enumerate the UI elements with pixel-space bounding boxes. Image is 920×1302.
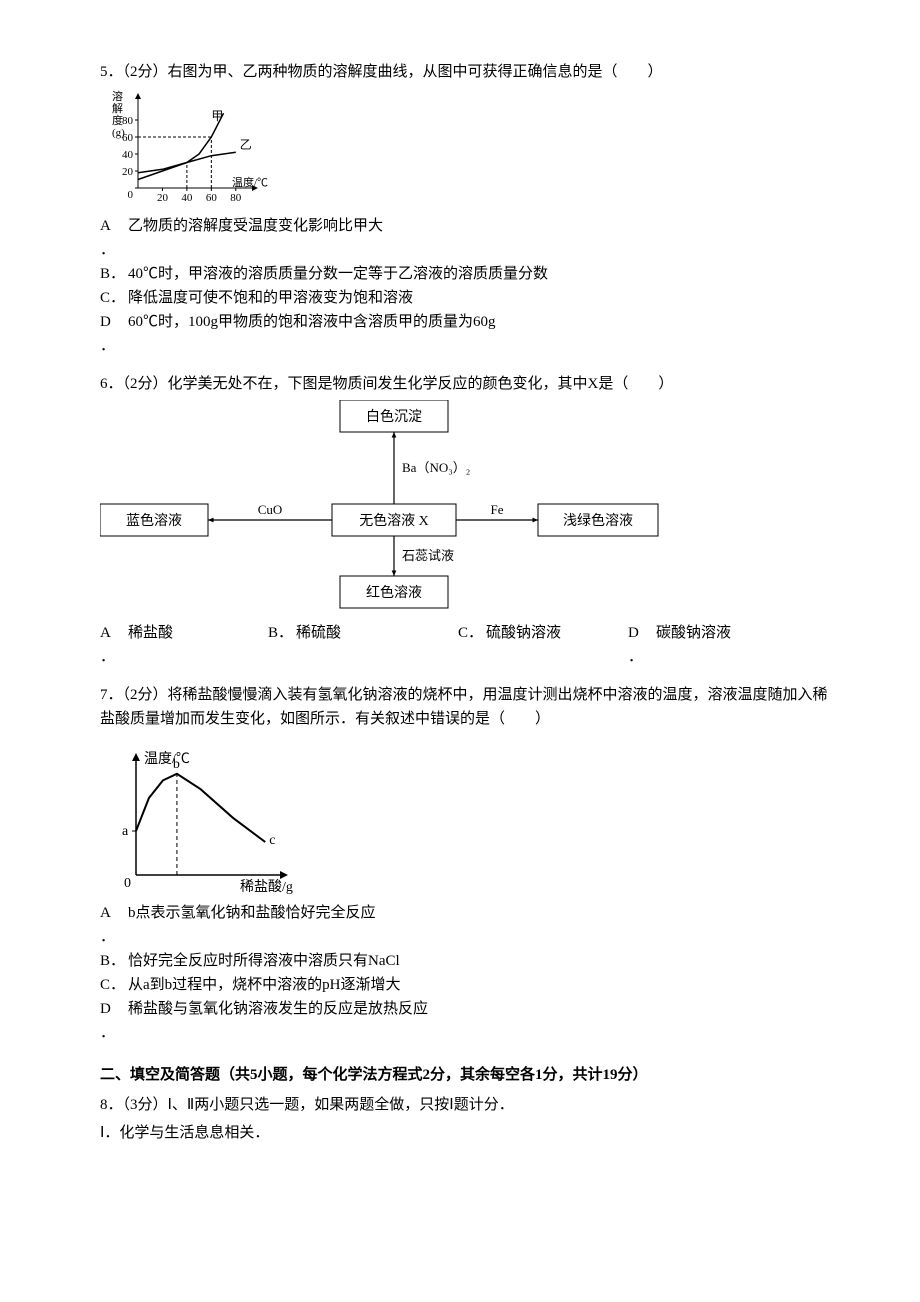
- option-label: A: [100, 621, 128, 645]
- svg-text:0: 0: [124, 876, 131, 891]
- q7-stem: 7．（2分）将稀盐酸慢慢滴入装有氢氧化钠溶液的烧杯中，用温度计测出烧杯中溶液的温…: [100, 683, 840, 731]
- option-text: 60℃时，100g甲物质的饱和溶液中含溶质甲的质量为60g: [128, 310, 840, 334]
- q5-opt-b: B． 40℃时，甲溶液的溶质质量分数一定等于乙溶液的溶质质量分数: [100, 262, 840, 286]
- option-dot: ．: [110, 290, 125, 306]
- option-text: 乙物质的溶解度受温度变化影响比甲大: [128, 214, 840, 238]
- section-2-heading: 二、填空及简答题（共5小题，每个化学法方程式2分，其余每空各1分，共计19分）: [100, 1063, 840, 1087]
- svg-text:甲: 甲: [211, 109, 223, 123]
- q5-opt-a-dot: ．: [100, 238, 840, 262]
- svg-text:a: a: [122, 824, 129, 839]
- svg-text:解: 解: [112, 101, 123, 115]
- q7-opt-a: A b点表示氢氧化钠和盐酸恰好完全反应: [100, 901, 840, 925]
- q7-opt-d: D 稀盐酸与氢氧化钠溶液发生的反应是放热反应: [100, 997, 840, 1021]
- option-dot: ．: [100, 334, 128, 358]
- svg-text:40: 40: [122, 149, 134, 161]
- option-text: 硫酸钠溶液: [486, 621, 561, 645]
- q5-stem: 5．（2分）右图为甲、乙两种物质的溶解度曲线，从图中可获得正确信息的是（ ）: [100, 60, 840, 84]
- q5-opt-c: C． 降低温度可使不饱和的甲溶液变为饱和溶液: [100, 286, 840, 310]
- svg-text:白色沉淀: 白色沉淀: [366, 408, 422, 425]
- svg-text:温度/℃: 温度/℃: [232, 175, 268, 189]
- svg-text:80: 80: [230, 192, 242, 204]
- q7-options: A b点表示氢氧化钠和盐酸恰好完全反应 ． B． 恰好完全反应时所得溶液中溶质只…: [100, 901, 840, 1045]
- option-dot: ．: [110, 953, 125, 969]
- q8-stem: 8．（3分）Ⅰ、Ⅱ两小题只选一题，如果两题全做，只按Ⅰ题计分．: [100, 1093, 840, 1117]
- option-dot: ．: [628, 645, 656, 669]
- svg-text:Fe: Fe: [491, 502, 504, 517]
- option-text: b点表示氢氧化钠和盐酸恰好完全反应: [128, 901, 840, 925]
- option-label: A: [100, 901, 128, 925]
- option-label: C: [458, 625, 468, 641]
- option-dot: ．: [100, 1021, 128, 1045]
- q5-options: A 乙物质的溶解度受温度变化影响比甲大 ． B． 40℃时，甲溶液的溶质质量分数…: [100, 214, 840, 358]
- q8-sub: Ⅰ．化学与生活息息相关．: [100, 1121, 840, 1145]
- option-text: 稀硫酸: [296, 621, 341, 645]
- q5-opt-a: A 乙物质的溶解度受温度变化影响比甲大: [100, 214, 840, 238]
- svg-text:乙: 乙: [240, 137, 252, 151]
- svg-text:石蕊试液: 石蕊试液: [402, 548, 454, 563]
- svg-text:20: 20: [157, 192, 169, 204]
- svg-text:60: 60: [206, 192, 218, 204]
- svg-text:0: 0: [128, 189, 134, 201]
- option-text: 降低温度可使不饱和的甲溶液变为饱和溶液: [128, 286, 840, 310]
- svg-text:40: 40: [181, 192, 193, 204]
- option-label: B: [100, 266, 110, 282]
- q5-opt-d-dot: ．: [100, 334, 840, 358]
- q6-stem: 6．（2分）化学美无处不在，下图是物质间发生化学反应的颜色变化，其中X是（ ）: [100, 372, 840, 396]
- q7-chart: 温度/℃ 稀盐酸/g 0 a b c: [100, 735, 840, 895]
- svg-text:80: 80: [122, 115, 134, 127]
- option-text: 40℃时，甲溶液的溶质质量分数一定等于乙溶液的溶质质量分数: [128, 262, 840, 286]
- question-5: 5．（2分）右图为甲、乙两种物质的溶解度曲线，从图中可获得正确信息的是（ ） 2…: [100, 60, 840, 358]
- svg-text:CuO: CuO: [258, 502, 283, 517]
- q7-opt-b: B． 恰好完全反应时所得溶液中溶质只有NaCl: [100, 949, 840, 973]
- svg-text:温度/℃: 温度/℃: [144, 751, 190, 767]
- option-text: 从a到b过程中，烧杯中溶液的pH逐渐增大: [128, 973, 840, 997]
- option-label: B: [100, 953, 110, 969]
- q7-opt-c: C． 从a到b过程中，烧杯中溶液的pH逐渐增大: [100, 973, 840, 997]
- option-dot: ．: [100, 238, 128, 262]
- option-label: D: [628, 621, 656, 645]
- q6-diagram: 白色沉淀无色溶液 X 蓝色溶液 浅绿色溶液红色溶液 Ba（NO₃）₂ CuO Fe 石蕊试液: [100, 400, 840, 615]
- svg-text:蓝色溶液: 蓝色溶液: [126, 512, 182, 529]
- option-label: D: [100, 310, 128, 334]
- q6-opt-c: C． 硫酸钠溶液: [458, 621, 628, 669]
- svg-text:Ba（NO₃）₂: Ba（NO₃）₂: [402, 460, 470, 475]
- option-text: 稀盐酸: [128, 621, 268, 645]
- option-text: 稀盐酸与氢氧化钠溶液发生的反应是放热反应: [128, 997, 840, 1021]
- option-label: A: [100, 214, 128, 238]
- option-label: C: [100, 977, 110, 993]
- option-dot: ．: [110, 977, 125, 993]
- option-label: B: [268, 625, 278, 641]
- q5-chart: 20406080020406080甲乙溶解度(g)温度/℃: [100, 88, 840, 208]
- svg-text:红色溶液: 红色溶液: [366, 584, 422, 601]
- q6-opt-a: A稀盐酸 ．: [100, 621, 268, 669]
- option-dot: ．: [468, 625, 483, 641]
- option-dot: ．: [110, 266, 125, 282]
- option-text: 碳酸钠溶液: [656, 621, 731, 645]
- svg-text:稀盐酸/g: 稀盐酸/g: [240, 879, 293, 895]
- q7-opt-d-dot: ．: [100, 1021, 840, 1045]
- option-dot: ．: [100, 925, 128, 949]
- option-label: C: [100, 290, 110, 306]
- svg-text:b: b: [173, 757, 180, 772]
- q6-options: A稀盐酸 ． B． 稀硫酸 C． 硫酸钠溶液 D碳酸钠溶液 ．: [100, 621, 840, 669]
- svg-text:浅绿色溶液: 浅绿色溶液: [563, 512, 633, 529]
- svg-text:溶: 溶: [112, 89, 123, 103]
- svg-text:度: 度: [112, 113, 123, 127]
- svg-text:20: 20: [122, 166, 134, 178]
- q7-opt-a-dot: ．: [100, 925, 840, 949]
- question-6: 6．（2分）化学美无处不在，下图是物质间发生化学反应的颜色变化，其中X是（ ） …: [100, 372, 840, 669]
- option-text: 恰好完全反应时所得溶液中溶质只有NaCl: [128, 949, 840, 973]
- q6-opt-d: D碳酸钠溶液 ．: [628, 621, 731, 669]
- svg-text:(g): (g): [112, 127, 125, 139]
- option-dot: ．: [100, 645, 128, 669]
- option-label: D: [100, 997, 128, 1021]
- q6-opt-b: B． 稀硫酸: [268, 621, 458, 669]
- svg-text:c: c: [269, 833, 275, 848]
- q5-opt-d: D 60℃时，100g甲物质的饱和溶液中含溶质甲的质量为60g: [100, 310, 840, 334]
- question-7: 7．（2分）将稀盐酸慢慢滴入装有氢氧化钠溶液的烧杯中，用温度计测出烧杯中溶液的温…: [100, 683, 840, 1045]
- option-dot: ．: [278, 625, 293, 641]
- svg-text:无色溶液 X: 无色溶液 X: [359, 512, 429, 529]
